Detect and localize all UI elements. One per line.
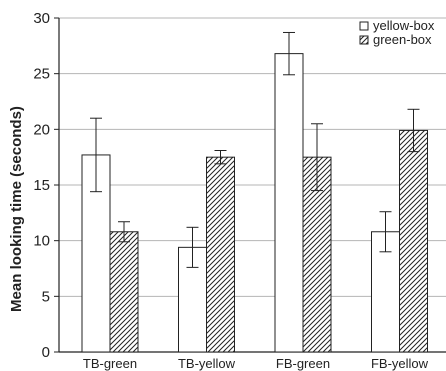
x-category-label: FB-green xyxy=(276,356,330,371)
legend-label-green-box: green-box xyxy=(373,32,432,47)
legend-label-yellow-box: yellow-box xyxy=(373,18,435,33)
bar-green-box-TB-yellow xyxy=(206,156,235,353)
y-tick-label: 25 xyxy=(33,66,50,83)
y-tick-label: 20 xyxy=(33,121,50,138)
y-tick-label: 5 xyxy=(42,288,50,305)
x-category-label: FB-yellow xyxy=(371,356,429,371)
x-category-label: TB-yellow xyxy=(178,356,236,371)
bar-yellow-box-FB-green xyxy=(274,53,304,353)
y-tick-label: 30 xyxy=(33,10,50,27)
y-axis-label: Mean looking time (seconds) xyxy=(8,106,25,312)
y-tick-label: 0 xyxy=(42,344,50,361)
category-labels: TB-green TB-yellow FB-green FB-yellow xyxy=(83,356,429,371)
tick-labels: 0 5 10 15 20 25 30 xyxy=(33,10,50,361)
y-tick-label: 15 xyxy=(33,177,50,194)
x-category-label: TB-green xyxy=(83,356,137,371)
bar-green-box-FB-yellow xyxy=(399,129,428,353)
y-tick-label: 10 xyxy=(33,233,50,250)
legend-swatch-green-box xyxy=(359,35,369,45)
legend-swatch-yellow-box xyxy=(359,21,369,31)
bar-green-box-TB-green xyxy=(109,231,139,353)
bars xyxy=(81,53,428,353)
error-bars xyxy=(90,31,420,268)
